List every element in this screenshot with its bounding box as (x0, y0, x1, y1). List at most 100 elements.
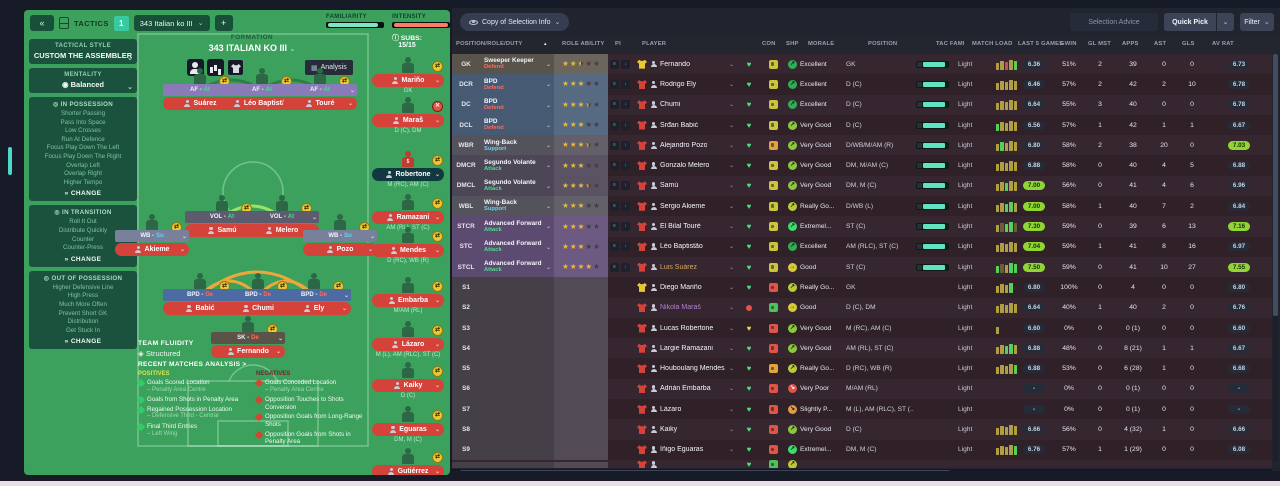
player-cell[interactable]: Adrián Embarba ⌄ (632, 379, 738, 399)
role-duty-bar[interactable]: BPD -De⌄ (277, 289, 351, 301)
role-duty-cell[interactable]: Advanced Forward Attack ⌄ (480, 216, 554, 237)
role-duty-cell[interactable]: Advanced Forward Attack ⌄ (480, 236, 554, 257)
column-header[interactable]: POSITION (868, 41, 898, 47)
role-duty-cell[interactable] (480, 277, 554, 298)
pi-icon[interactable]: ≡ (610, 140, 619, 150)
selection-advice-button[interactable]: Selection Advice (1070, 13, 1158, 31)
quick-pick-dropdown[interactable]: ⌄ (1216, 13, 1234, 31)
player-cell[interactable]: Diego Mariño ⌄ (632, 277, 738, 297)
pitch-player[interactable]: ⇄ VOL -At⌄ Melero⌄ (245, 195, 319, 237)
role-duty-cell[interactable]: BPD Defend ⌄ (480, 74, 554, 95)
pi-icon[interactable]: ≡ (610, 222, 619, 232)
column-header[interactable]: SHP (786, 41, 799, 47)
sub-name-pill[interactable]: Gutiérrez ⌄ (372, 465, 444, 475)
table-row[interactable]: S9 Íñigo Eguaras ⌄ ♥ ↗ Extremel... DM, M … (452, 439, 1272, 460)
pi-icon[interactable]: ↓ (621, 161, 630, 171)
table-row[interactable]: S4 Largie Ramazani ⌄ ♥ ↗ Very Good AM (RL… (452, 338, 1272, 359)
pi-icon[interactable]: ≡ (610, 242, 619, 252)
sub-card[interactable]: ⇄ Kaiky ⌄ D (C) (370, 362, 446, 400)
pi-icon[interactable]: ↓ (621, 100, 630, 110)
player-cell[interactable]: Lázaro ⌄ (632, 399, 738, 419)
role-duty-bar[interactable]: WB - Su ⌄ (303, 230, 377, 242)
sub-card[interactable]: ✕ Maraš ⌄ D (C), DM (370, 97, 446, 135)
sub-card[interactable]: ⇄ Gutiérrez ⌄ (370, 448, 446, 475)
player-cell[interactable] (632, 460, 738, 468)
table-row[interactable]: STCL Advanced Forward Attack ⌄ ★ ★ ★ ★ ★ ≡ ↓ Lu… (452, 256, 1272, 278)
table-row[interactable]: S5 Houboulang Mendes ⌄ ♥ ↗ Really Go... D… (452, 358, 1272, 379)
role-duty-cell[interactable]: Segundo Volante Attack ⌄ (480, 175, 554, 197)
swap-icon[interactable]: ⇄ (432, 366, 443, 377)
swap-icon[interactable]: ⇄ (432, 410, 443, 421)
pitch-player[interactable]: ⇄ VOL -At⌄ Samú⌄ (185, 195, 259, 237)
swap-icon[interactable]: ⇄ (432, 452, 443, 463)
pi-icon[interactable]: ↓ (621, 140, 630, 150)
column-header[interactable]: LAST 5 GAMES (1018, 41, 1064, 47)
role-duty-cell[interactable]: BPD Defend ⌄ (480, 94, 554, 115)
role-duty-cell[interactable]: Wing-Back Support ⌄ (480, 135, 554, 156)
tactic-select[interactable]: 343 Italian ko III ⌄ (133, 15, 210, 31)
pi-icon[interactable]: ≡ (610, 262, 619, 272)
table-row[interactable]: S1 Diego Mariño ⌄ ♥ ↗ Really Go... GK Lig… (452, 277, 1272, 298)
table-row[interactable]: DMCL Segundo Volante Attack ⌄ ★ ★ ★ ★ ★ ≡ ↓ Sam… (452, 175, 1272, 197)
table-row[interactable]: S2 Nikola Maraš ⌄ → Good D (C), DM Light … (452, 297, 1272, 318)
table-row[interactable]: ♥ ↗ (452, 459, 1272, 468)
swap-icon[interactable]: ⇄ (432, 325, 443, 336)
sub-card[interactable]: ⇄ Mariño ⌄ GK (370, 57, 446, 95)
pitch-player[interactable]: ⇄ BPD - De ⌄ Ely ⌄ (277, 273, 351, 315)
sub-card[interactable]: ⇄ Mendes ⌄ D (RC), WB (R) (370, 227, 446, 265)
player-cell[interactable]: Houboulang Mendes ⌄ (632, 358, 738, 378)
pi-icon[interactable]: ↓ (621, 201, 630, 211)
player-cell[interactable]: Largie Ramazani ⌄ (632, 338, 738, 358)
swap-icon[interactable]: ⇄ (432, 281, 443, 292)
role-duty-cell[interactable]: Wing-Back Support ⌄ (480, 196, 554, 217)
filter-button[interactable]: Filter ⌄ (1240, 13, 1274, 31)
table-row[interactable]: WBL Wing-Back Support ⌄ ★ ★ ★ ★ ★ ≡ ↓ Sergio Ak… (452, 196, 1272, 217)
analysis-title[interactable]: RECENT MATCHES ANALYSIS > (138, 361, 247, 368)
player-cell[interactable]: Gonzalo Melero ⌄ (632, 155, 738, 175)
player-cell[interactable]: Fernando ⌄ (632, 54, 738, 74)
change-button[interactable]: » CHANGE (64, 190, 102, 198)
player-name-pill[interactable]: Fernando ⌄ (211, 345, 285, 358)
sub-card[interactable]: ⇄ Embarba ⌄ M/AM (RL) (370, 277, 446, 315)
role-duty-cell[interactable] (480, 399, 554, 420)
vertical-scrollbar[interactable] (1273, 54, 1278, 462)
view-selector[interactable]: Copy of Selection Info ⌄ (460, 13, 570, 31)
swap-icon[interactable]: ⇄ (432, 61, 443, 72)
formation-name[interactable]: 343 ITALIAN KO III ⌄ (208, 43, 296, 53)
column-header[interactable]: GWIN (1060, 41, 1077, 47)
player-name-pill[interactable]: Ely ⌄ (277, 302, 351, 315)
pitch-player[interactable]: ⇄ AF -At⌄ Léo Baptistão⌄ (225, 68, 299, 110)
player-cell[interactable]: Alejandro Pozo ⌄ (632, 135, 738, 155)
column-header[interactable]: AST (1154, 41, 1167, 47)
role-duty-cell[interactable] (480, 461, 554, 468)
sub-name-pill[interactable]: Maraš ⌄ (372, 114, 444, 127)
role-duty-bar[interactable]: AF -At⌄ (283, 84, 357, 96)
role-duty-cell[interactable] (480, 358, 554, 379)
change-button[interactable]: » CHANGE (64, 255, 102, 263)
add-tactic-button[interactable]: + (214, 15, 233, 31)
pitch-player[interactable]: ⇄ AF -At⌄ Suárez⌄ (163, 68, 237, 110)
back-button[interactable]: « (30, 15, 54, 31)
tactical-style-box[interactable]: TACTICAL STYLE CUSTOM THE ASSEMBLER ⌄ (29, 39, 137, 64)
pi-icon[interactable]: ≡ (610, 59, 619, 69)
role-duty-cell[interactable] (480, 439, 554, 460)
player-cell[interactable]: Sergio Akieme ⌄ (632, 196, 738, 216)
role-duty-cell[interactable] (480, 338, 554, 359)
pi-icon[interactable]: ≡ (610, 100, 619, 110)
sub-name-pill[interactable]: Embarba ⌄ (372, 294, 444, 307)
table-row[interactable]: DCR BPD Defend ⌄ ★ ★ ★ ★ ★ ≡ ↓ Rodrigo Ely ⌄ ♥ … (452, 74, 1272, 95)
pi-icon[interactable]: ↓ (621, 79, 630, 89)
sub-name-pill[interactable]: Eguaras ⌄ (372, 423, 444, 436)
role-duty-cell[interactable] (480, 297, 554, 318)
pitch-player[interactable]: ⇄ AF - At ⌄ Touré ⌄ (283, 68, 357, 110)
player-cell[interactable]: Léo Baptistão ⌄ (632, 237, 738, 257)
analysis-button[interactable]: ▦ Analysis (305, 60, 353, 75)
column-header[interactable]: MORALE (808, 41, 835, 47)
sub-name-pill[interactable]: Lázaro ⌄ (372, 338, 444, 351)
quick-pick-button[interactable]: Quick Pick (1164, 13, 1216, 31)
role-duty-cell[interactable]: Segundo Volante Attack ⌄ (480, 155, 554, 176)
player-name-pill[interactable]: Touré ⌄ (283, 97, 357, 110)
player-cell[interactable]: Samú ⌄ (632, 176, 738, 196)
pitch-player[interactable]: ⇄ SK - De ⌄ Fernando ⌄ (211, 316, 285, 358)
role-duty-cell[interactable]: BPD Defend ⌄ (480, 114, 554, 136)
